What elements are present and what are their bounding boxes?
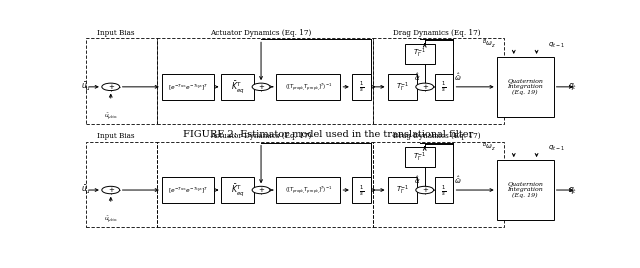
Circle shape (102, 83, 120, 91)
Text: $\bar{K}^T_{eq}$: $\bar{K}^T_{eq}$ (230, 182, 244, 198)
Bar (372, 142, 504, 227)
Bar (435, 177, 454, 203)
Bar (388, 74, 417, 100)
Circle shape (252, 83, 270, 91)
Text: +: + (108, 187, 114, 193)
Bar (221, 74, 253, 100)
Text: $\hat{\bar{\omega}}$: $\hat{\bar{\omega}}$ (454, 71, 461, 83)
Text: $\frac{1}{s}$: $\frac{1}{s}$ (442, 80, 447, 94)
Text: $\bar{u}_{\mu}$: $\bar{u}_{\mu}$ (81, 184, 92, 196)
Bar (162, 177, 214, 203)
Text: +: + (108, 84, 114, 90)
Text: $T_{\Gamma}^{-1}$: $T_{\Gamma}^{-1}$ (396, 184, 409, 197)
Text: $\bar{u}_{\mu}$: $\bar{u}_{\mu}$ (81, 80, 92, 93)
Bar (405, 147, 435, 167)
Bar (276, 177, 340, 203)
Text: $\frac{1}{s}$: $\frac{1}{s}$ (358, 183, 364, 198)
Bar (157, 38, 372, 124)
Text: $T_{\Gamma}^{-1}$: $T_{\Gamma}^{-1}$ (413, 150, 426, 164)
Text: Drag Dynamics (Eq. 17): Drag Dynamics (Eq. 17) (394, 132, 481, 140)
Text: Actuator Dynamics (Eq. 17): Actuator Dynamics (Eq. 17) (211, 29, 312, 37)
Text: Quaternion
Integration
(Eq. 19): Quaternion Integration (Eq. 19) (508, 78, 543, 95)
Text: +: + (258, 187, 264, 193)
Text: Quaternion
Integration
(Eq. 19): Quaternion Integration (Eq. 19) (508, 181, 543, 199)
Bar (162, 74, 214, 100)
Text: Drag Dynamics (Eq. 17): Drag Dynamics (Eq. 17) (394, 29, 481, 37)
Text: $[e^{-T_sc_s}e^{-T_sy_s}]^T$: $[e^{-T_sc_s}e^{-T_sy_s}]^T$ (168, 82, 208, 92)
Text: Input Bias: Input Bias (97, 132, 135, 140)
Text: +: + (258, 84, 264, 90)
Bar (157, 142, 372, 227)
Text: +: + (422, 84, 428, 90)
Text: $q_t$: $q_t$ (568, 81, 577, 92)
Text: $\bar{u}_{\mu_{bias}}$: $\bar{u}_{\mu_{bias}}$ (104, 215, 118, 225)
Text: $[e^{-T_sc_s}e^{-T_sy_s}]^T$: $[e^{-T_sc_s}e^{-T_sy_s}]^T$ (168, 185, 208, 195)
Bar (352, 74, 371, 100)
Text: $\hat{\bar{\alpha}}$: $\hat{\bar{\alpha}}$ (414, 71, 420, 83)
Bar (276, 74, 340, 100)
Bar (405, 43, 435, 64)
Text: $q_{t-1}$: $q_{t-1}$ (548, 144, 564, 153)
Bar (497, 160, 554, 220)
Text: $q_t$: $q_t$ (568, 185, 577, 196)
Circle shape (102, 186, 120, 194)
Text: $q_{t-1}$: $q_{t-1}$ (548, 40, 564, 50)
Bar (86, 142, 157, 227)
Text: Actuator Dynamics (Eq. 17): Actuator Dynamics (Eq. 17) (211, 132, 312, 140)
Text: $\hat{\bar{\omega}}$: $\hat{\bar{\omega}}$ (454, 174, 461, 186)
Text: FIGURE 2: Estimator model used in the translational filter: FIGURE 2: Estimator model used in the tr… (183, 130, 473, 139)
Text: $([T_{prop_{b_x}}T_{prop_{b_x}}]^T)^{-1}$: $([T_{prop_{b_x}}T_{prop_{b_x}}]^T)^{-1}… (285, 81, 332, 93)
Text: +: + (422, 187, 428, 193)
Bar (221, 177, 253, 203)
Circle shape (416, 186, 434, 194)
Text: $T_{\Gamma}^{-1}$: $T_{\Gamma}^{-1}$ (396, 80, 409, 94)
Text: $([T_{prop_{b_x}}T_{prop_{b_x}}]^T)^{-1}$: $([T_{prop_{b_x}}T_{prop_{b_x}}]^T)^{-1}… (285, 185, 332, 196)
Text: $T_{\Gamma}^{-1}$: $T_{\Gamma}^{-1}$ (413, 47, 426, 61)
Bar (497, 57, 554, 117)
Bar (86, 38, 157, 124)
Text: $\bar{K}^T_{eq}$: $\bar{K}^T_{eq}$ (230, 79, 244, 95)
Text: $\frac{1}{s}$: $\frac{1}{s}$ (358, 80, 364, 94)
Bar (435, 74, 454, 100)
Circle shape (252, 186, 270, 194)
Text: Input Bias: Input Bias (97, 29, 135, 37)
Text: $\bar{u}_{\mu_{bias}}$: $\bar{u}_{\mu_{bias}}$ (104, 111, 118, 122)
Text: $\hat{\bar{\alpha}}$: $\hat{\bar{\alpha}}$ (414, 174, 420, 186)
Bar (372, 38, 504, 124)
Text: ${}^B\omega_z$: ${}^B\omega_z$ (482, 37, 496, 50)
Bar (388, 177, 417, 203)
Text: $\frac{1}{s}$: $\frac{1}{s}$ (442, 183, 447, 198)
Circle shape (416, 83, 434, 91)
Bar (352, 177, 371, 203)
Text: ${}^B\omega_z$: ${}^B\omega_z$ (482, 140, 496, 153)
